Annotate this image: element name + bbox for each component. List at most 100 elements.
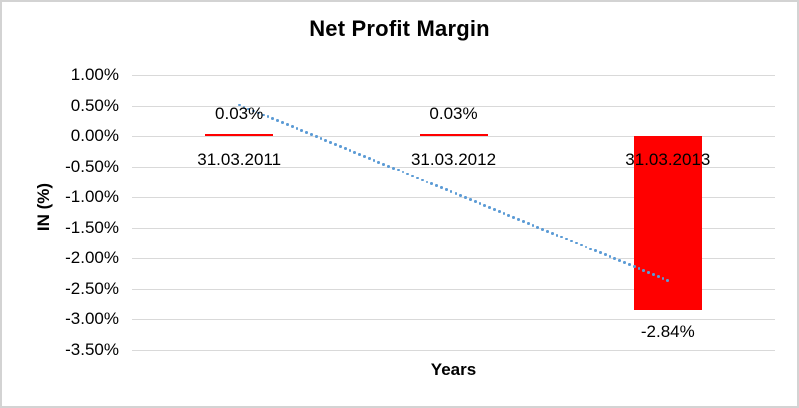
trendline-dot [430, 182, 434, 186]
trendline-dot [367, 156, 371, 160]
chart-title: Net Profit Margin [309, 16, 490, 41]
trendline-dot [415, 176, 419, 180]
trendline-dot [362, 154, 366, 158]
trendline-dot [334, 143, 337, 146]
gridline [132, 227, 775, 229]
trendline-dot [565, 237, 569, 241]
trendline-dot [632, 265, 636, 269]
trendline-dot [377, 160, 381, 164]
trendline-dot [656, 275, 660, 278]
trendline-dot [512, 215, 516, 219]
trendline-dot [285, 123, 289, 127]
trendline-dot [449, 190, 453, 194]
y-axis-tick-label: -3.50% [65, 340, 119, 359]
gridline [132, 350, 775, 351]
gridline [132, 288, 775, 290]
x-category-label: 31.03.2013 [625, 150, 711, 170]
trendline-dot [324, 139, 328, 142]
trendline-dot [290, 125, 294, 129]
trendline-dot [343, 147, 347, 150]
trendline-dot [454, 192, 458, 196]
trendline-dot [242, 105, 246, 109]
gridline [132, 75, 775, 76]
trendline-dot [247, 107, 251, 111]
trendline-dot [391, 166, 395, 170]
trendline-dot [589, 247, 593, 251]
trendline-dot [594, 249, 597, 253]
trendline-dot [651, 273, 655, 276]
trendline-dot [488, 206, 492, 209]
trendline-dot [300, 129, 304, 133]
trendline-dot [502, 212, 506, 215]
trendline-dot [526, 221, 530, 225]
trendline-dot [420, 178, 424, 182]
gridline [132, 197, 775, 199]
y-axis-tick-label: -3.00% [65, 309, 119, 329]
trendline-dot [608, 255, 612, 259]
trendline-dot [618, 259, 622, 263]
y-axis-tick-label: -2.00% [65, 248, 119, 268]
trendline-dot [647, 271, 650, 274]
trendline-dot [396, 168, 400, 172]
gridline [132, 319, 775, 321]
trendline-dot [295, 127, 299, 131]
y-axis-tick-label: -1.00% [65, 187, 119, 207]
bar-data-label: 0.03% [215, 104, 264, 124]
trendline-dot [276, 119, 280, 123]
trendline-dot [425, 180, 429, 184]
trendline-dot [252, 109, 255, 113]
trendline-dot [579, 243, 583, 247]
bar-31.03.2011 [205, 134, 274, 137]
trendline-dot [411, 174, 414, 178]
trendline-dot [266, 115, 270, 119]
trendline-dot [348, 148, 352, 152]
trendline-dot [314, 135, 318, 138]
x-category-label: 31.03.2012 [410, 150, 497, 170]
trendline-dot [536, 225, 540, 229]
trendline-dot [261, 113, 265, 117]
y-axis-tick-label: -0.50% [65, 156, 119, 176]
trendline-dot [555, 233, 559, 237]
trendline-dot [473, 200, 477, 204]
trendline-dot [517, 217, 520, 221]
trendline-dot [338, 145, 342, 148]
y-axis-tick-label: 1.00% [70, 65, 119, 84]
bar-data-label: 0.03% [429, 104, 478, 124]
trendline-dot [353, 150, 357, 154]
trendline-dot [478, 202, 482, 205]
trendline-dot [666, 279, 670, 282]
trendline-dot [546, 229, 549, 233]
trendline-dot [310, 133, 313, 137]
trendline-dot [642, 269, 646, 272]
trendline-dot [574, 241, 578, 245]
trendline-dot [382, 162, 386, 166]
trendline-dot [372, 158, 376, 162]
trendline-dot [599, 251, 602, 255]
gridline [132, 105, 775, 107]
y-axis-tick-label: -2.50% [65, 278, 119, 298]
trendline-dot [401, 170, 405, 174]
trendline-dot [637, 267, 641, 271]
trendline-dot [257, 111, 260, 115]
trendline-dot [570, 239, 573, 243]
trendline-dot [271, 117, 275, 121]
y-axis-tick-label: 0.50% [70, 95, 119, 115]
trendline-dot [623, 261, 626, 265]
trendline-dot [584, 245, 588, 249]
trendline-dot [305, 131, 308, 135]
trendline-dot [468, 198, 472, 202]
y-axis-tick-label: 0.00% [70, 126, 119, 146]
trendline-dot [627, 263, 631, 267]
trendline-dot [329, 141, 333, 144]
trendline-dot [464, 196, 467, 200]
trendline-dot [459, 194, 463, 198]
trendline-dot [358, 152, 361, 156]
trendline-dot [493, 208, 496, 211]
trendline-dot [435, 184, 439, 188]
trendline-dot [550, 231, 554, 235]
trendline-dot [440, 186, 443, 190]
trendline-dot [521, 219, 525, 223]
trendline-dot [387, 164, 390, 168]
